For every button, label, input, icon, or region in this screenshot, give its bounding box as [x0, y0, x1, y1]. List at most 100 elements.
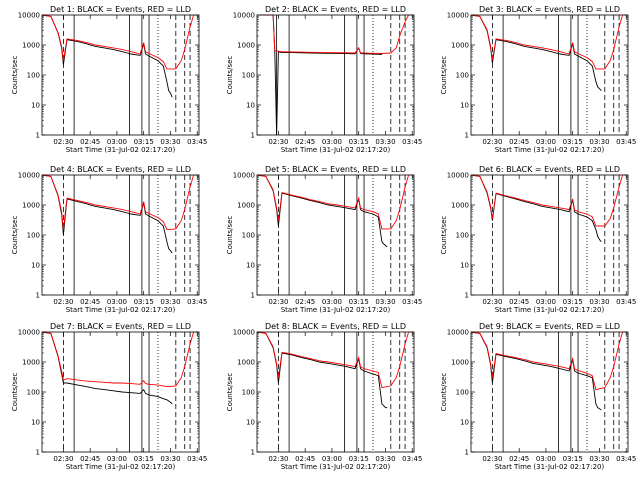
y-tick-label: 10000: [447, 329, 469, 337]
x-tick-label: 03:30: [375, 138, 395, 146]
x-tick-label: 02:30: [53, 298, 73, 306]
y-tick-label: 100: [456, 232, 469, 240]
series-line-events: [41, 331, 173, 405]
x-axis-label: Start Time (31-Jul-02 02:17:20): [66, 306, 176, 314]
panel-title: Det 5: BLACK = Events, RED = LLD: [265, 165, 406, 174]
x-tick-label: 03:00: [107, 138, 127, 146]
x-tick-label: 02:45: [295, 298, 315, 306]
y-tick-label: 1: [251, 132, 255, 140]
x-tick-label: 03:15: [134, 138, 154, 146]
y-tick-label: 100: [27, 389, 40, 397]
x-tick-label: 02:45: [80, 298, 100, 306]
x-tick-label: 03:45: [616, 298, 636, 306]
y-tick-label: 10000: [233, 329, 255, 337]
y-tick-label: 100: [242, 72, 255, 80]
x-tick-label: 03:45: [616, 138, 636, 146]
series-line-lld: [41, 14, 195, 70]
y-tick-label: 1: [251, 449, 255, 457]
x-tick-label: 03:00: [536, 298, 556, 306]
y-axis-label: Counts/sec: [226, 216, 234, 255]
panel-title: Det 6: BLACK = Events, RED = LLD: [479, 165, 620, 174]
y-tick-label: 10: [246, 102, 255, 110]
y-tick-label: 1000: [22, 359, 40, 367]
y-axis-label: Counts/sec: [226, 373, 234, 412]
x-tick-label: 03:45: [402, 455, 422, 463]
x-tick-label: 03:30: [589, 455, 609, 463]
y-tick-label: 10000: [233, 12, 255, 20]
x-tick-label: 02:30: [268, 298, 288, 306]
x-tick-label: 03:30: [589, 298, 609, 306]
x-tick-label: 03:45: [402, 298, 422, 306]
y-tick-label: 1000: [22, 42, 40, 50]
x-axis-label: Start Time (31-Jul-02 02:17:20): [66, 146, 176, 154]
x-tick-label: 03:15: [563, 455, 583, 463]
x-tick-label: 02:30: [53, 455, 73, 463]
y-tick-label: 10: [246, 419, 255, 427]
x-tick-label: 03:30: [589, 138, 609, 146]
x-tick-label: 02:30: [268, 455, 288, 463]
detector-panel-6: Det 6: BLACK = Events, RED = LLD 1 10 100 10…: [440, 165, 636, 314]
y-tick-label: 100: [27, 72, 40, 80]
series-line-events: [256, 174, 388, 248]
x-tick-label: 03:00: [322, 455, 342, 463]
detector-panel-9: Det 9: BLACK = Events, RED = LLD 1 10 100 10…: [440, 322, 636, 471]
x-tick-label: 02:45: [509, 138, 529, 146]
panel-title: Det 9: BLACK = Events, RED = LLD: [479, 322, 620, 331]
x-tick-label: 02:45: [80, 455, 100, 463]
x-tick-label: 03:15: [349, 298, 369, 306]
x-tick-label: 03:00: [107, 455, 127, 463]
series-line-events: [256, 331, 388, 409]
x-tick-label: 03:15: [349, 138, 369, 146]
x-axis-label: Start Time (31-Jul-02 02:17:20): [495, 463, 605, 471]
y-tick-label: 1: [36, 449, 40, 457]
x-tick-label: 03:15: [134, 298, 154, 306]
series-line-events: [470, 331, 602, 411]
x-tick-label: 03:30: [160, 455, 180, 463]
x-tick-label: 03:00: [107, 298, 127, 306]
panel-title: Det 2: BLACK = Events, RED = LLD: [265, 5, 406, 14]
panel-title: Det 4: BLACK = Events, RED = LLD: [50, 165, 191, 174]
x-axis-label: Start Time (31-Jul-02 02:17:20): [281, 463, 391, 471]
y-tick-label: 10: [31, 102, 40, 110]
detector-panel-5: Det 5: BLACK = Events, RED = LLD 1 10 100 10…: [226, 165, 422, 314]
x-tick-label: 03:45: [187, 138, 207, 146]
x-tick-label: 03:45: [187, 455, 207, 463]
x-tick-label: 02:45: [80, 138, 100, 146]
x-tick-label: 02:45: [509, 298, 529, 306]
y-axis-label: Counts/sec: [11, 56, 19, 95]
y-tick-label: 1: [465, 449, 469, 457]
y-tick-label: 10: [31, 419, 40, 427]
y-tick-label: 100: [456, 72, 469, 80]
y-axis-label: Counts/sec: [226, 56, 234, 95]
x-tick-label: 03:45: [616, 455, 636, 463]
x-tick-label: 02:30: [482, 298, 502, 306]
y-tick-label: 10: [31, 262, 40, 270]
x-tick-label: 02:30: [482, 455, 502, 463]
y-tick-label: 10000: [233, 172, 255, 180]
y-tick-label: 10: [460, 102, 469, 110]
x-tick-label: 02:45: [509, 455, 529, 463]
y-tick-label: 1000: [22, 202, 40, 210]
x-axis-label: Start Time (31-Jul-02 02:17:20): [495, 306, 605, 314]
x-tick-label: 03:00: [536, 138, 556, 146]
y-tick-label: 100: [242, 389, 255, 397]
y-tick-label: 10000: [18, 172, 40, 180]
series-line-lld: [256, 174, 410, 230]
series-line-events: [41, 14, 173, 98]
y-tick-label: 10: [460, 262, 469, 270]
y-tick-label: 10000: [18, 12, 40, 20]
panel-title: Det 7: BLACK = Events, RED = LLD: [50, 322, 191, 331]
panel-title: Det 8: BLACK = Events, RED = LLD: [265, 322, 406, 331]
x-tick-label: 03:15: [563, 298, 583, 306]
x-axis-label: Start Time (31-Jul-02 02:17:20): [66, 463, 176, 471]
detector-panel-4: Det 4: BLACK = Events, RED = LLD 1 10 100 10…: [11, 165, 207, 314]
x-tick-label: 03:45: [402, 138, 422, 146]
x-tick-label: 03:30: [160, 138, 180, 146]
y-tick-label: 10: [246, 262, 255, 270]
x-tick-label: 02:30: [53, 138, 73, 146]
y-tick-label: 1000: [237, 42, 255, 50]
x-axis-label: Start Time (31-Jul-02 02:17:20): [281, 146, 391, 154]
panel-title: Det 3: BLACK = Events, RED = LLD: [479, 5, 620, 14]
detector-panel-2: Det 2: BLACK = Events, RED = LLD 1 10 100 10…: [226, 5, 422, 154]
